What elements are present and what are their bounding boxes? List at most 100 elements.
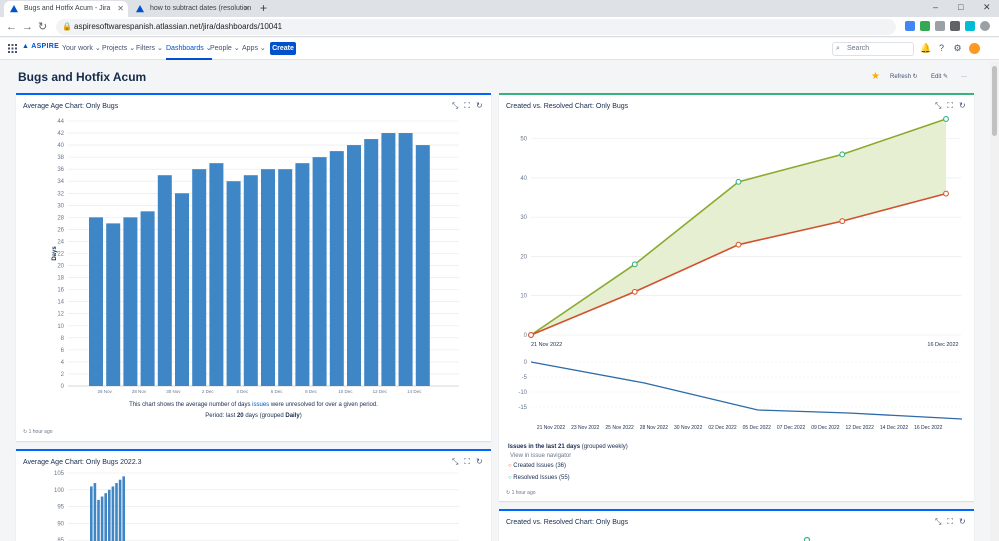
expand-icon[interactable]: ⛶: [464, 457, 471, 466]
bar: [226, 181, 241, 386]
minimize-icon[interactable]: ⤡: [452, 101, 459, 110]
bar: [261, 169, 275, 386]
close-tab-icon[interactable]: ✕: [117, 4, 124, 13]
tab-jira-dashboard[interactable]: Bugs and Hotfix Acum - Jira ✕: [4, 1, 128, 17]
extension-icon[interactable]: [965, 21, 975, 31]
lock-icon: 🔒: [62, 22, 72, 31]
gadget-controls: ⤡ ⛶ ↻: [929, 517, 966, 527]
x-tick-label: 14 Dec 2022: [880, 425, 909, 431]
minimize-icon[interactable]: ⤡: [935, 517, 942, 526]
x-tick-label: 16 Dec 2022: [927, 342, 958, 348]
y-tick-label: 18: [57, 276, 64, 282]
y-tick-label: 12: [57, 312, 64, 318]
bar: [140, 211, 155, 386]
expand-icon[interactable]: ⛶: [464, 101, 471, 110]
expand-icon[interactable]: ⛶: [947, 517, 954, 526]
minimize-button[interactable]: –: [933, 2, 939, 12]
y-tick-label: 4: [61, 360, 65, 366]
settings-gear-icon[interactable]: ⚙: [953, 43, 962, 53]
search-input[interactable]: ⌕ Search: [832, 42, 914, 56]
expand-icon[interactable]: ⛶: [947, 101, 954, 110]
tab-search-result[interactable]: how to subtract dates (resolution ✕: [130, 1, 254, 17]
page-scrollbar[interactable]: [990, 62, 999, 541]
reload-icon[interactable]: ↻: [38, 21, 48, 33]
maximize-button[interactable]: □: [958, 2, 964, 12]
create-button[interactable]: Create: [270, 42, 296, 55]
refresh-icon[interactable]: ↻: [959, 517, 966, 526]
y-tick-label: 90: [57, 521, 64, 527]
gadget-average-age-2022-3: Average Age Chart: Only Bugs 2022.3 ⤡ ⛶ ↻ …: [16, 449, 491, 541]
y-tick-label: 24: [57, 239, 64, 245]
notifications-icon[interactable]: 🔔: [920, 43, 932, 53]
help-icon[interactable]: ?: [938, 43, 944, 53]
area-fill: [531, 119, 946, 335]
data-point: [528, 332, 534, 338]
legend-created: ○ Created Issues (36): [508, 463, 566, 469]
view-in-issue-navigator-link[interactable]: View in issue navigator: [510, 453, 572, 459]
bar: [209, 163, 224, 386]
data-point: [631, 261, 638, 268]
url-field[interactable]: 🔒 aspiresoftwarespanish.atlassian.net/ji…: [56, 19, 896, 35]
issues-link[interactable]: issues: [252, 402, 270, 408]
last-updated: ↻ 1 hour ago: [23, 429, 53, 435]
data-point: [631, 288, 638, 295]
gadget-average-age: Average Age Chart: Only Bugs ⤡ ⛶ ↻ 0 2 4 6 8 10…: [16, 93, 491, 441]
forward-icon[interactable]: →: [22, 21, 33, 33]
y-tick-label: 16: [57, 288, 64, 294]
x-tick-label: 8 Dec: [305, 389, 318, 394]
more-actions-button[interactable]: ···: [956, 70, 972, 84]
nav-apps[interactable]: Apps ⌄: [242, 45, 266, 52]
x-tick-label: 12 Dec: [373, 389, 388, 394]
puzzle-icon[interactable]: [935, 21, 945, 31]
avatar[interactable]: [969, 43, 980, 54]
page-title: Bugs and Hotfix Acum: [18, 70, 147, 84]
x-tick-label: 25 Nov 2022: [605, 425, 634, 431]
data-point: [735, 178, 742, 185]
x-tick-label: 21 Nov 2022: [537, 425, 566, 431]
bar: [122, 476, 125, 541]
x-tick-label: 6 Dec: [271, 389, 284, 394]
refresh-icon[interactable]: ↻: [959, 101, 966, 110]
nav-filters[interactable]: Filters ⌄: [136, 45, 163, 52]
gadget-title: Created vs. Resolved Chart: Only Bugs: [506, 103, 629, 110]
bar: [118, 479, 122, 541]
bar: [115, 483, 118, 541]
x-tick-label: 28 Nov: [97, 389, 112, 394]
nav-projects[interactable]: Projects ⌄: [102, 45, 136, 52]
nav-your-work[interactable]: Your work ⌄: [62, 45, 101, 52]
bar: [312, 157, 327, 386]
bar: [123, 217, 138, 386]
extension-icon[interactable]: [920, 21, 930, 31]
y-tick-label: 6: [61, 348, 65, 354]
sidepanel-icon[interactable]: [950, 21, 960, 31]
profile-icon[interactable]: [980, 21, 990, 31]
x-tick-label: 09 Dec 2022: [811, 425, 840, 431]
minimize-icon[interactable]: ⤡: [935, 101, 942, 110]
y-tick-label: 26: [57, 227, 64, 233]
y-tick-label: 20: [57, 264, 64, 270]
nav-dashboards[interactable]: Dashboards ⌄: [166, 38, 212, 60]
scrollbar-thumb[interactable]: [992, 66, 997, 136]
x-tick-label: 28 Nov 2022: [640, 425, 669, 431]
refresh-button[interactable]: Refresh ↻: [885, 70, 923, 84]
x-tick-label: 28 Nov: [132, 389, 147, 394]
refresh-icon[interactable]: ↻: [476, 457, 483, 466]
minimize-icon[interactable]: ⤡: [452, 457, 459, 466]
nav-people[interactable]: People ⌄: [210, 45, 240, 52]
star-icon[interactable]: ★: [871, 71, 880, 82]
extension-icon[interactable]: [905, 21, 915, 31]
data-point: [839, 218, 846, 225]
edit-button[interactable]: Edit ✎: [926, 70, 954, 84]
refresh-icon[interactable]: ↻: [476, 101, 483, 110]
site-logo[interactable]: ▲ ASPIRE: [22, 43, 60, 50]
app-switcher-icon[interactable]: [8, 44, 17, 53]
new-tab-button[interactable]: +: [260, 1, 268, 15]
close-tab-icon[interactable]: ✕: [243, 4, 250, 13]
gadget-title: Created vs. Resolved Chart: Only Bugs: [506, 519, 629, 526]
back-icon[interactable]: ←: [6, 21, 17, 33]
y-tick-label: 85: [57, 538, 64, 541]
close-window-button[interactable]: ✕: [983, 2, 991, 12]
atlassian-favicon-icon: [136, 5, 144, 13]
y-tick-label: 20: [520, 254, 527, 260]
search-icon: ⌕: [836, 45, 840, 52]
